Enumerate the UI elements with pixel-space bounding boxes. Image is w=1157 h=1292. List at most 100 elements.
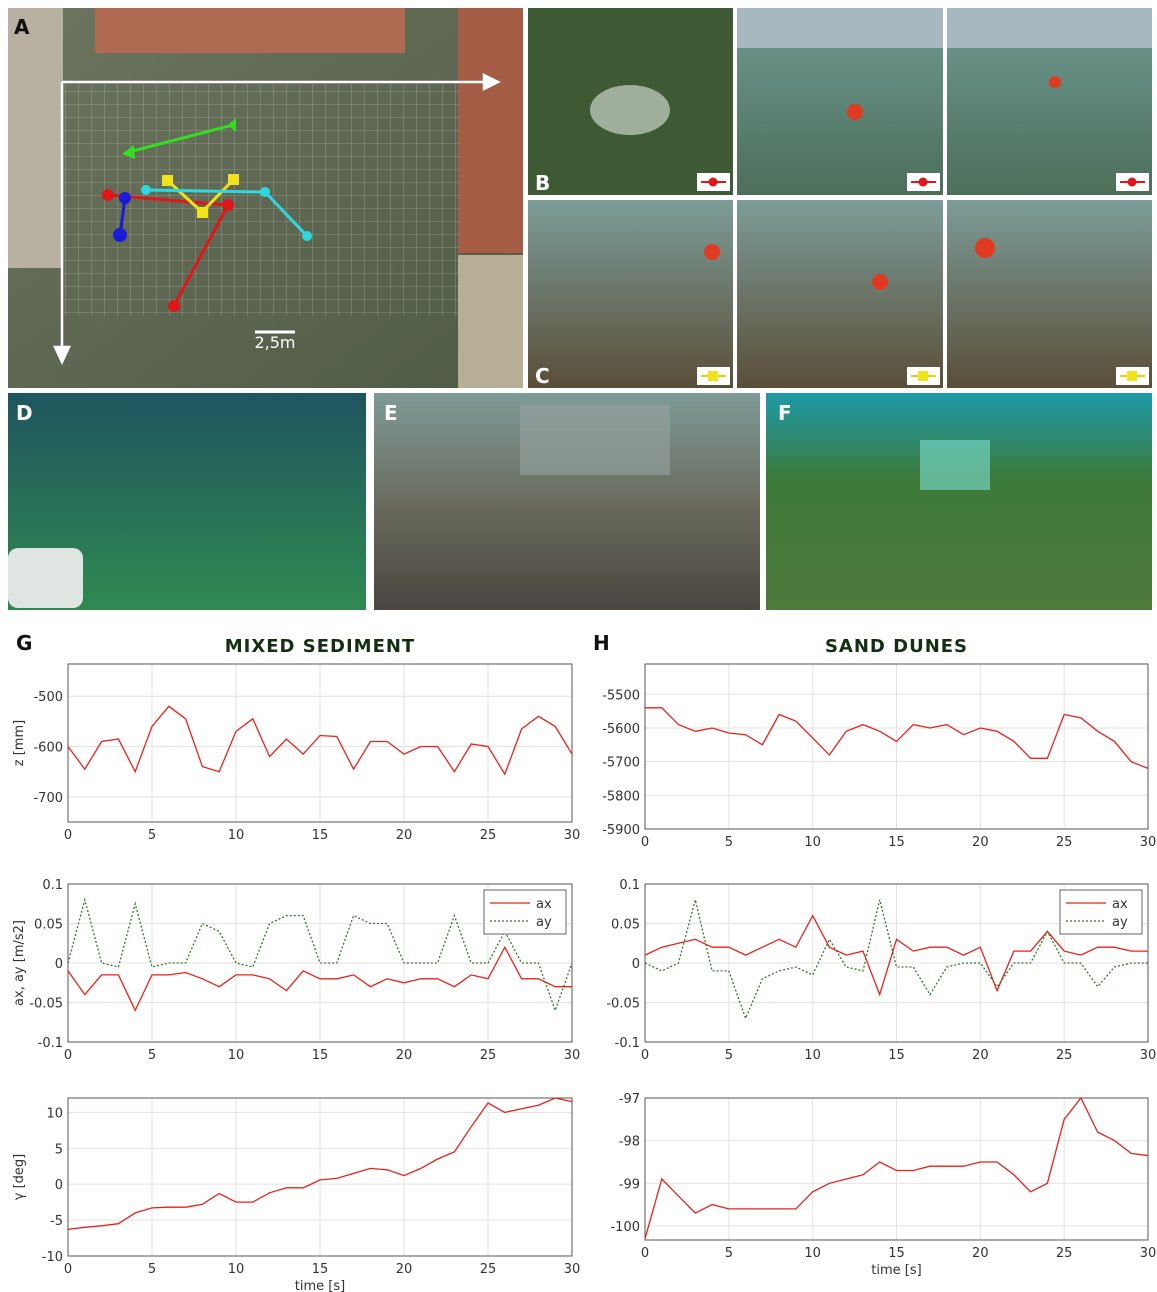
x-tick-label: 10 <box>804 835 821 850</box>
x-tick-label: 25 <box>1056 1048 1073 1063</box>
panel-letter: B <box>535 171 550 195</box>
y-axis-label: γ [deg] <box>12 1154 27 1200</box>
y-axis-label: z [mm] <box>12 720 27 766</box>
buoy <box>847 104 863 120</box>
x-tick-label: 5 <box>725 1246 733 1261</box>
x-tick-label: 0 <box>641 1048 649 1063</box>
boats <box>737 8 943 48</box>
robot <box>590 85 670 135</box>
y-tick-label: -0.05 <box>29 997 63 1012</box>
panel-letter: E <box>384 401 398 425</box>
buoy <box>1049 76 1061 88</box>
building <box>8 8 63 268</box>
y-tick-label: -100 <box>610 1220 640 1235</box>
x-tick-label: 10 <box>804 1048 821 1063</box>
robot <box>8 548 83 608</box>
x-tick-label: 0 <box>64 828 72 843</box>
buoy <box>975 238 995 258</box>
panel-letter: A <box>14 15 30 39</box>
photo-c2 <box>737 200 943 388</box>
x-tick-label: 5 <box>148 1048 156 1063</box>
y-tick-label: -97 <box>619 1092 640 1107</box>
y-tick-label: -700 <box>33 791 63 806</box>
x-tick-label: 20 <box>972 835 989 850</box>
buoy <box>872 274 888 290</box>
x-tick-label: 25 <box>1056 1246 1073 1261</box>
buoy <box>704 244 720 260</box>
x-tick-label: 30 <box>1140 1246 1157 1261</box>
x-tick-label: 25 <box>480 828 497 843</box>
panel-letter: F <box>778 401 792 425</box>
x-tick-label: 25 <box>480 1048 497 1063</box>
x-tick-label: 30 <box>564 1048 581 1063</box>
y-tick-label: 0.05 <box>34 918 63 933</box>
legend-label: ax <box>1112 897 1128 912</box>
x-axis-label: time [s] <box>295 1279 345 1292</box>
photo-c3 <box>947 200 1152 388</box>
y-tick-label: -600 <box>33 741 63 756</box>
y-tick-label: -0.05 <box>606 997 640 1012</box>
photo-c1 <box>528 200 733 388</box>
x-tick-label: 30 <box>564 1262 581 1277</box>
y-tick-label: -99 <box>619 1177 640 1192</box>
x-tick-label: 10 <box>228 828 245 843</box>
x-tick-label: 5 <box>148 828 156 843</box>
x-tick-label: 25 <box>1056 835 1073 850</box>
y-tick-label: -5900 <box>602 823 640 838</box>
robot <box>920 440 990 490</box>
chart-title: MIXED SEDIMENT <box>225 636 415 657</box>
y-tick-label: 0 <box>55 957 63 972</box>
figure-canvas: 2,5m A B C D E F 0 5 10 15 20 25 30 -500 -600 -70… <box>0 0 1157 1292</box>
y-tick-label: 10 <box>46 1106 63 1121</box>
y-tick-label: -5500 <box>602 688 640 703</box>
y-axis-label: ax, ay [m/s2] <box>12 920 27 1006</box>
y-tick-label: 5 <box>55 1142 63 1157</box>
x-axis-label: time [s] <box>871 1263 921 1278</box>
x-tick-label: 10 <box>228 1048 245 1063</box>
x-tick-label: 30 <box>564 828 581 843</box>
x-tick-label: 15 <box>312 828 329 843</box>
y-tick-label: -500 <box>33 690 63 705</box>
boats <box>947 8 1152 48</box>
panel-letter: C <box>535 364 550 388</box>
x-tick-label: 25 <box>480 1262 497 1277</box>
x-tick-label: 15 <box>888 1246 905 1261</box>
building <box>458 255 523 388</box>
x-tick-label: 0 <box>641 1246 649 1261</box>
x-tick-label: 20 <box>972 1246 989 1261</box>
x-tick-label: 15 <box>312 1048 329 1063</box>
robot <box>520 405 670 475</box>
y-tick-label: 0.1 <box>619 878 640 893</box>
x-tick-label: 30 <box>1140 835 1157 850</box>
legend-label: ay <box>1112 915 1128 930</box>
x-tick-label: 10 <box>804 1246 821 1261</box>
y-tick-label: -0.1 <box>38 1036 63 1051</box>
x-tick-label: 20 <box>396 1262 413 1277</box>
photo-f <box>766 393 1152 610</box>
x-tick-label: 5 <box>725 1048 733 1063</box>
legend-label: ax <box>536 897 552 912</box>
x-tick-label: 20 <box>396 1048 413 1063</box>
roof <box>95 8 405 53</box>
x-tick-label: 20 <box>972 1048 989 1063</box>
x-tick-label: 15 <box>888 1048 905 1063</box>
x-tick-label: 0 <box>64 1262 72 1277</box>
y-tick-label: -5700 <box>602 756 640 771</box>
roof <box>458 8 523 253</box>
scale-label: 2,5m <box>254 333 295 352</box>
panel-letter: D <box>16 401 33 425</box>
y-tick-label: 0.05 <box>611 918 640 933</box>
x-tick-label: 0 <box>641 835 649 850</box>
y-tick-label: -0.1 <box>615 1036 640 1051</box>
legend-box <box>484 890 566 934</box>
x-tick-label: 30 <box>1140 1048 1157 1063</box>
x-tick-label: 5 <box>148 1262 156 1277</box>
x-tick-label: 15 <box>888 835 905 850</box>
y-tick-label: -5800 <box>602 789 640 804</box>
panel-letter: G <box>16 631 32 655</box>
figure: 2,5m A B C D E F 0 5 10 15 20 25 30 -500 -600 -70… <box>0 0 1157 1292</box>
y-tick-label: 0 <box>632 957 640 972</box>
x-tick-label: 5 <box>725 835 733 850</box>
legend-label: ay <box>536 915 552 930</box>
chart-title: SAND DUNES <box>825 636 968 657</box>
